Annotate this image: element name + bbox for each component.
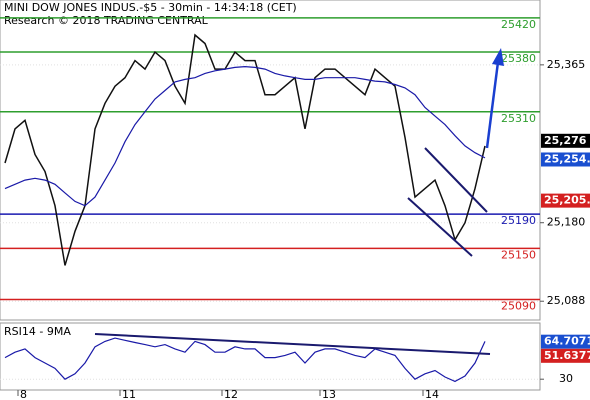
price-tag [541,193,590,208]
price-tag [541,334,590,349]
price-panel [0,0,541,321]
chart-title: MINI DOW JONES INDUS.-$5 - 30min - 14:34… [4,1,297,14]
data-line [4,65,486,207]
x-tick-label: 12 [224,388,238,400]
x-tick-label: 14 [425,388,439,400]
trend-line [424,147,488,213]
price-tag-label: 25,276 [544,134,587,147]
data-line [4,337,486,383]
rsi-trend-line [94,333,491,355]
price-tag-label: 25,254.1 [544,152,590,165]
y-tick-label: 25,180 [547,216,586,229]
price-tag [541,348,590,363]
price-tag-label: 64.7071 [544,335,590,348]
price-tag-label: 25,205.9 [544,194,590,207]
price-tag [541,133,590,148]
price-tag-label: 51.6377 [544,349,590,362]
level-label: 25420 [501,18,536,31]
rsi-panel [0,322,541,391]
level-label: 25310 [501,112,536,125]
trend-line [407,197,473,257]
arrow-head [492,48,504,66]
level-label: 25380 [501,52,536,65]
y-tick-label: 25,088 [547,294,586,307]
x-tick-label: 13 [322,388,336,400]
price-tag [541,152,590,167]
arrow [485,61,500,149]
chart-subtitle: Research © 2018 TRADING CENTRAL [4,14,209,27]
level-label: 25150 [501,248,536,261]
level-label: 25090 [501,300,536,313]
y-tick-label: 30 [559,372,573,385]
x-tick-label: 8 [20,388,27,400]
level-label: 25190 [501,214,536,227]
y-tick-label: 25,365 [547,58,586,71]
rsi-title: RSI14 - 9MA [4,325,71,338]
x-tick-label: 11 [122,388,136,400]
